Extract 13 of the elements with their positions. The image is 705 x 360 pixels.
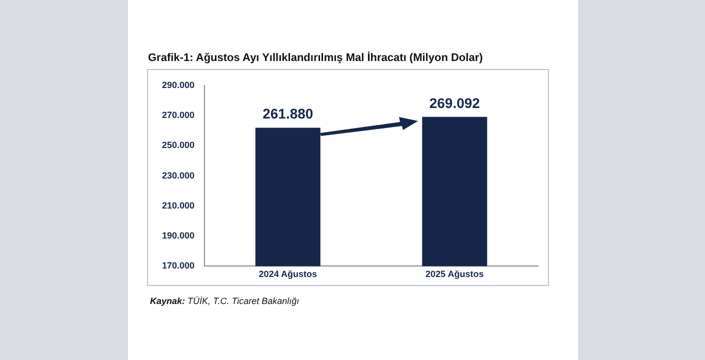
text: Kaynak: TÜİK, T.C. Ticaret Bakanlığı [150, 296, 300, 306]
y-tick-label: 210.000 [162, 200, 195, 210]
x-tick-label: 2025 Ağustos [426, 269, 484, 280]
y-tick-label: 230.000 [162, 170, 195, 180]
data-label: 261.880 [262, 106, 314, 122]
y-tick-label: 170.000 [162, 260, 195, 271]
y-tick-label: 190.000 [162, 230, 195, 241]
y-tick-label: 270.000 [162, 110, 195, 120]
x-tick-label: 2024 Ağustos [258, 269, 317, 280]
chart-title: Grafik-1: Ağustos Ayı Yıllıklandırılmış Mal İhracatı (Milyon Dolar) [148, 52, 483, 64]
data-label: 269.092 [429, 94, 480, 111]
y-tick-label: 250.000 [162, 140, 195, 150]
y-tick-label: 290.000 [162, 80, 195, 90]
